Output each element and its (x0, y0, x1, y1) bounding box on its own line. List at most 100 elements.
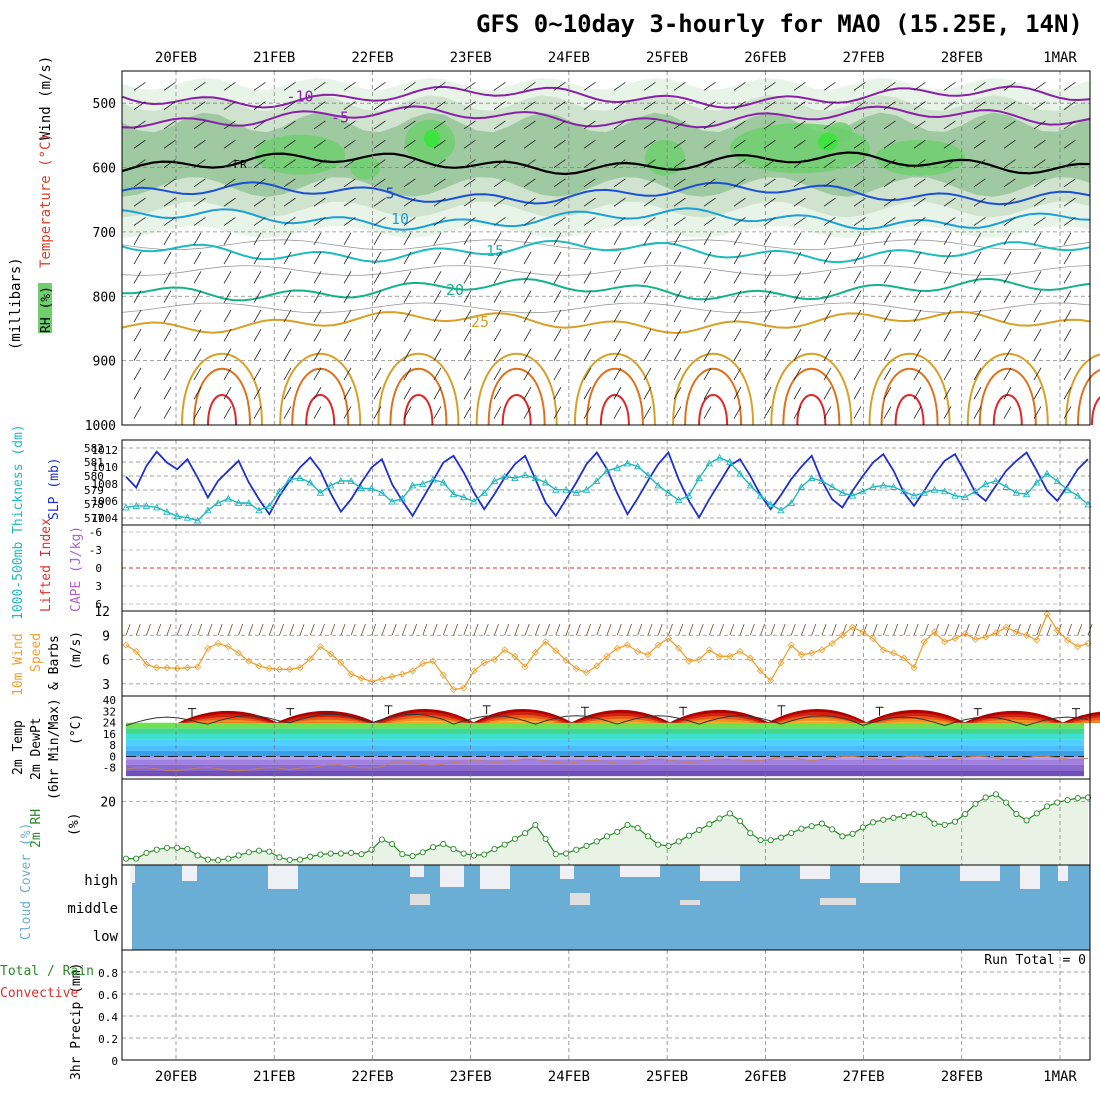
upper-wind-barb (823, 271, 832, 284)
rh2m-marker (194, 852, 201, 859)
rh2m-marker (204, 856, 211, 863)
upper-wind-barb (943, 329, 952, 342)
surface-heat-contour (305, 394, 336, 426)
wind-speed-marker (654, 641, 662, 649)
upper-wind-barb (823, 197, 836, 207)
surface-wind-barb (545, 623, 551, 636)
surface-wind-barb (913, 623, 919, 636)
diurnal-temperature-bump (681, 718, 758, 723)
surface-heat-contour (403, 394, 434, 426)
thickness-marker (316, 488, 325, 496)
slp-tick: 1006 (92, 495, 119, 508)
upper-wind-barb (703, 367, 712, 381)
upper-wind-barb (253, 139, 266, 149)
upper-wind-barb (283, 139, 296, 149)
wind-speed-marker (132, 647, 140, 656)
rh2m-marker (429, 844, 437, 851)
thickness-marker (971, 487, 980, 495)
upper-wind-barb (343, 101, 356, 110)
upper-wind-barb (583, 251, 592, 265)
upper-wind-barb (133, 348, 142, 361)
thickness-marker (777, 506, 785, 514)
upper-wind-barb (343, 139, 356, 149)
thickness-marker (685, 491, 693, 499)
upper-wind-barb (523, 120, 536, 130)
rh2m-marker (839, 833, 846, 840)
surface-heat-contour (279, 352, 362, 426)
thickness-marker (582, 485, 591, 493)
surface-heat-contour (770, 352, 853, 426)
upper-wind-barb (493, 386, 502, 400)
upper-wind-barb (253, 386, 262, 400)
wind-speed-marker (439, 671, 447, 679)
surface-wind-barb (801, 623, 806, 636)
surface-wind-barb (811, 623, 817, 636)
upper-wind-barb (1033, 309, 1042, 323)
slp-tick: 1012 (92, 444, 119, 457)
upper-wind-barb (193, 120, 206, 130)
rh2m-marker (962, 810, 969, 818)
upper-wind-barb (403, 309, 412, 323)
wind-speed-marker (1063, 636, 1072, 644)
upper-ylabel-rh: RH (%) (39, 286, 54, 333)
surface-wind-barb (432, 623, 438, 636)
thickness-marker (889, 482, 898, 490)
rh2m-marker (327, 850, 334, 857)
wind-speed-marker (296, 664, 304, 672)
temperature-tick: 32 (103, 705, 116, 718)
upper-wind-barb (673, 101, 686, 110)
upper-wind-barb (583, 271, 592, 284)
upper-wind-barb (373, 251, 382, 265)
cloud-high-gap (560, 865, 574, 879)
rh-green-cell (350, 155, 380, 180)
upper-wind-barb (853, 178, 866, 188)
cloud-row-label: middle (67, 901, 118, 917)
upper-wind-barb (343, 159, 356, 168)
surface-wind-barb (197, 623, 203, 636)
upper-wind-barb (283, 159, 296, 168)
upper-wind-barb (1033, 348, 1042, 361)
upper-wind-barb (1063, 178, 1076, 188)
wind-speed-marker (623, 641, 632, 649)
thickness-marker (511, 474, 519, 482)
upper-wind-barb (733, 139, 746, 149)
surface-wind-barb (657, 623, 663, 636)
panel-precip-frame (121, 949, 1091, 1061)
upper-wind-barb (763, 386, 772, 400)
rh2m-marker (307, 853, 314, 860)
upper-wind-barb (793, 386, 802, 400)
upper-wind-barb (373, 197, 386, 207)
upper-wind-barb (283, 81, 296, 91)
upper-wind-barb (253, 271, 262, 284)
wind-speed-marker (398, 670, 406, 678)
rh2m-marker (818, 820, 825, 827)
upper-wind-barb (373, 386, 382, 400)
upper-wind-barb (733, 290, 742, 303)
upper-wind-barb (1003, 217, 1016, 226)
upper-wind-barb (523, 309, 532, 323)
thickness-marker (224, 494, 233, 502)
upper-wind-barb (163, 367, 172, 381)
upper-wind-barb (883, 329, 892, 342)
upper-wind-barb (553, 367, 562, 381)
upper-wind-barb (793, 178, 806, 188)
upper-wind-barb (1003, 386, 1012, 400)
temperature-color-band (126, 750, 1084, 757)
upper-wind-barb (523, 367, 532, 381)
upper-wind-barb (163, 101, 176, 110)
upper-wind-barb (943, 309, 952, 323)
rh2m-marker (1013, 810, 1020, 818)
upper-wind-barb (403, 197, 416, 207)
upper-wind-barb (883, 217, 896, 226)
upper-wind-barb (433, 271, 442, 284)
thickness-series-line (125, 456, 1089, 522)
upper-wind-barb (673, 367, 682, 381)
upper-wind-barb (133, 367, 142, 381)
upper-wind-barb (943, 101, 956, 110)
rh2m-marker (747, 830, 754, 837)
surface-wind-barb (831, 623, 837, 636)
cloud-high-gap (960, 865, 1000, 881)
panel-upper-border (121, 70, 1091, 426)
thickness-marker (296, 474, 304, 482)
upper-wind-barb (883, 309, 892, 323)
